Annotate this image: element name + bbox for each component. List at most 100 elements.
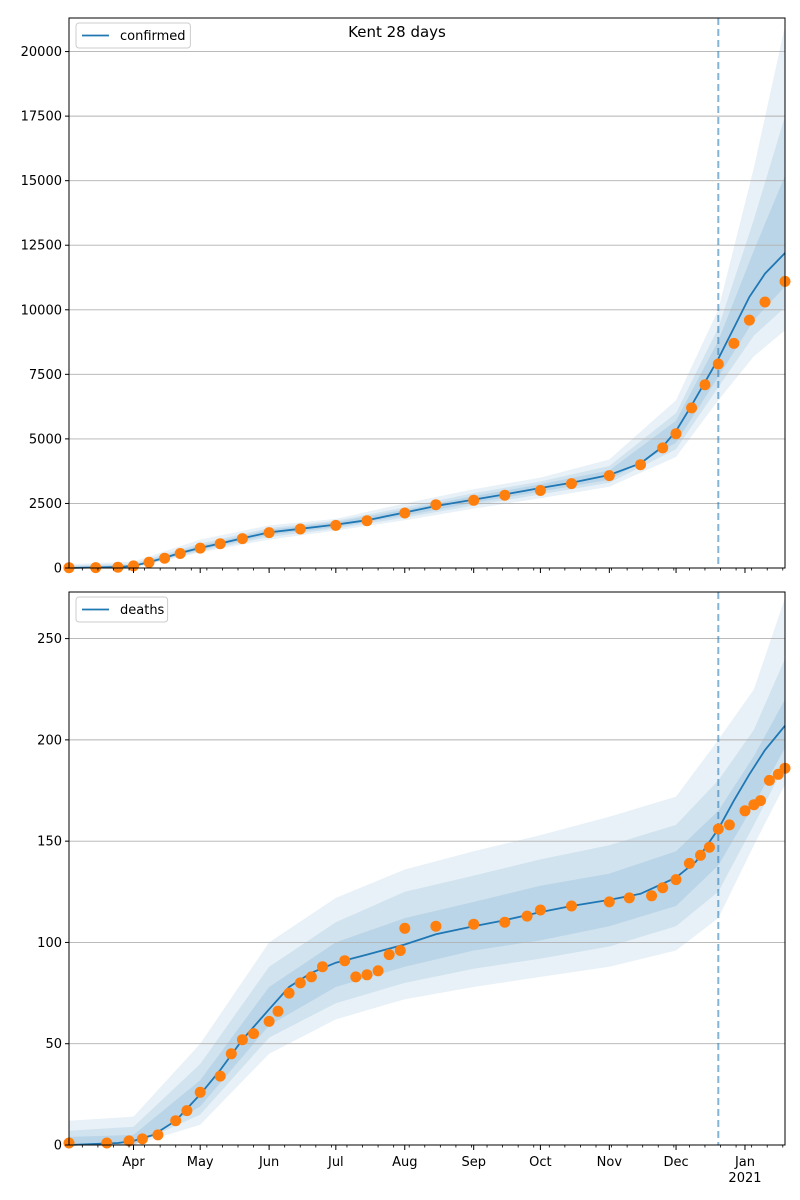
confirmed-observed-points xyxy=(63,275,791,574)
observed-point xyxy=(194,1086,206,1098)
y-tick-label: 50 xyxy=(45,1037,62,1052)
observed-point xyxy=(686,402,698,414)
observed-point xyxy=(194,542,206,554)
observed-point xyxy=(699,379,711,391)
observed-point xyxy=(763,774,775,786)
observed-point xyxy=(283,987,295,999)
y-tick-label: 15000 xyxy=(21,174,62,189)
observed-point xyxy=(399,507,411,519)
observed-point xyxy=(712,823,724,835)
y-tick-label: 100 xyxy=(37,936,62,951)
observed-point xyxy=(623,892,635,904)
observed-point xyxy=(294,523,306,535)
observed-point xyxy=(123,1135,135,1147)
observed-point xyxy=(263,527,275,539)
observed-point xyxy=(112,561,124,573)
confirmed-axes-frame xyxy=(68,17,786,569)
y-tick-label: 10000 xyxy=(21,303,62,318)
observed-point xyxy=(695,849,706,861)
observed-point xyxy=(743,314,755,326)
deaths-panel: 0 50 100 150 200 250 Apr May Jun Jul Aug Sep Oct Nov… xyxy=(37,591,791,1186)
observed-point xyxy=(272,1005,284,1017)
observed-point xyxy=(728,337,740,349)
legend-box xyxy=(75,22,191,49)
deaths-gridlines xyxy=(69,638,785,1045)
observed-point xyxy=(159,552,171,564)
observed-point xyxy=(739,805,751,817)
y-tick-label: 20000 xyxy=(21,45,62,60)
observed-point xyxy=(263,1015,275,1027)
x-tick-label: Nov xyxy=(597,1155,623,1170)
deaths-y-axis: 0 50 100 150 200 250 xyxy=(37,632,69,1154)
y-tick-label: 17500 xyxy=(21,110,62,125)
observed-point xyxy=(534,904,546,916)
credible-band-3 xyxy=(69,175,785,568)
observed-point xyxy=(670,428,682,440)
y-tick-label: 250 xyxy=(37,632,62,647)
chart-title: Kent 28 days xyxy=(348,23,446,41)
deaths-observed-points xyxy=(63,762,791,1149)
y-tick-label: 12500 xyxy=(21,239,62,254)
observed-point xyxy=(170,1115,182,1127)
deaths-axes-frame xyxy=(68,591,786,1146)
y-tick-label: 5000 xyxy=(29,432,62,447)
x-tick-label: Oct xyxy=(529,1155,551,1170)
deaths-legend: deaths xyxy=(75,596,169,623)
confirmed-legend: confirmed xyxy=(75,22,191,49)
legend-box xyxy=(75,596,169,623)
x-tick-label: Apr xyxy=(122,1155,145,1170)
observed-point xyxy=(670,874,682,886)
observed-point xyxy=(430,920,442,932)
x-tick-label: Dec xyxy=(663,1155,688,1170)
observed-point xyxy=(181,1105,193,1117)
confirmed-panel: 0 2500 5000 7500 10000 12500 15000 17500 20000 K… xyxy=(21,17,791,577)
x-tick-label: Jan xyxy=(734,1155,755,1170)
observed-point xyxy=(152,1129,164,1141)
y-tick-label: 0 xyxy=(54,562,62,577)
observed-point xyxy=(646,890,658,902)
observed-point xyxy=(214,1070,226,1082)
observed-point xyxy=(236,533,248,545)
observed-point xyxy=(534,485,546,496)
x-tick-label: Sep xyxy=(461,1155,486,1170)
observed-point xyxy=(635,459,646,471)
observed-point xyxy=(430,499,442,511)
observed-point xyxy=(339,955,351,967)
observed-point xyxy=(683,857,695,869)
observed-point xyxy=(236,1034,248,1046)
observed-point xyxy=(214,538,226,550)
credible-band-1 xyxy=(69,598,785,1145)
x-tick-label: Jun xyxy=(258,1155,279,1170)
legend-entry-confirmed: confirmed xyxy=(120,29,186,44)
observed-point xyxy=(603,470,615,482)
observed-point xyxy=(361,515,373,527)
observed-point xyxy=(174,548,186,559)
confirmed-gridlines xyxy=(69,51,785,504)
observed-point xyxy=(657,882,669,894)
observed-point xyxy=(248,1028,260,1040)
observed-point xyxy=(305,971,317,983)
y-tick-label: 7500 xyxy=(29,368,62,383)
observed-point xyxy=(499,916,511,928)
observed-point xyxy=(330,519,342,531)
observed-point xyxy=(603,896,615,908)
observed-point xyxy=(566,900,577,912)
confirmed-x-axis xyxy=(81,568,784,573)
observed-point xyxy=(712,358,724,370)
x-tick-label: May xyxy=(187,1155,214,1170)
y-tick-label: 150 xyxy=(37,835,62,850)
observed-point xyxy=(755,795,766,807)
observed-point xyxy=(657,442,669,454)
y-tick-label: 0 xyxy=(54,1139,62,1154)
observed-point xyxy=(383,949,395,961)
observed-point xyxy=(361,969,373,981)
observed-point xyxy=(468,918,480,930)
observed-point xyxy=(350,971,362,983)
x-tick-sublabel: 2021 xyxy=(728,1171,761,1186)
observed-point xyxy=(128,560,139,572)
observed-point xyxy=(468,494,480,506)
observed-point xyxy=(317,961,328,973)
credible-band-1 xyxy=(69,25,785,568)
legend-entry-deaths: deaths xyxy=(120,603,165,618)
